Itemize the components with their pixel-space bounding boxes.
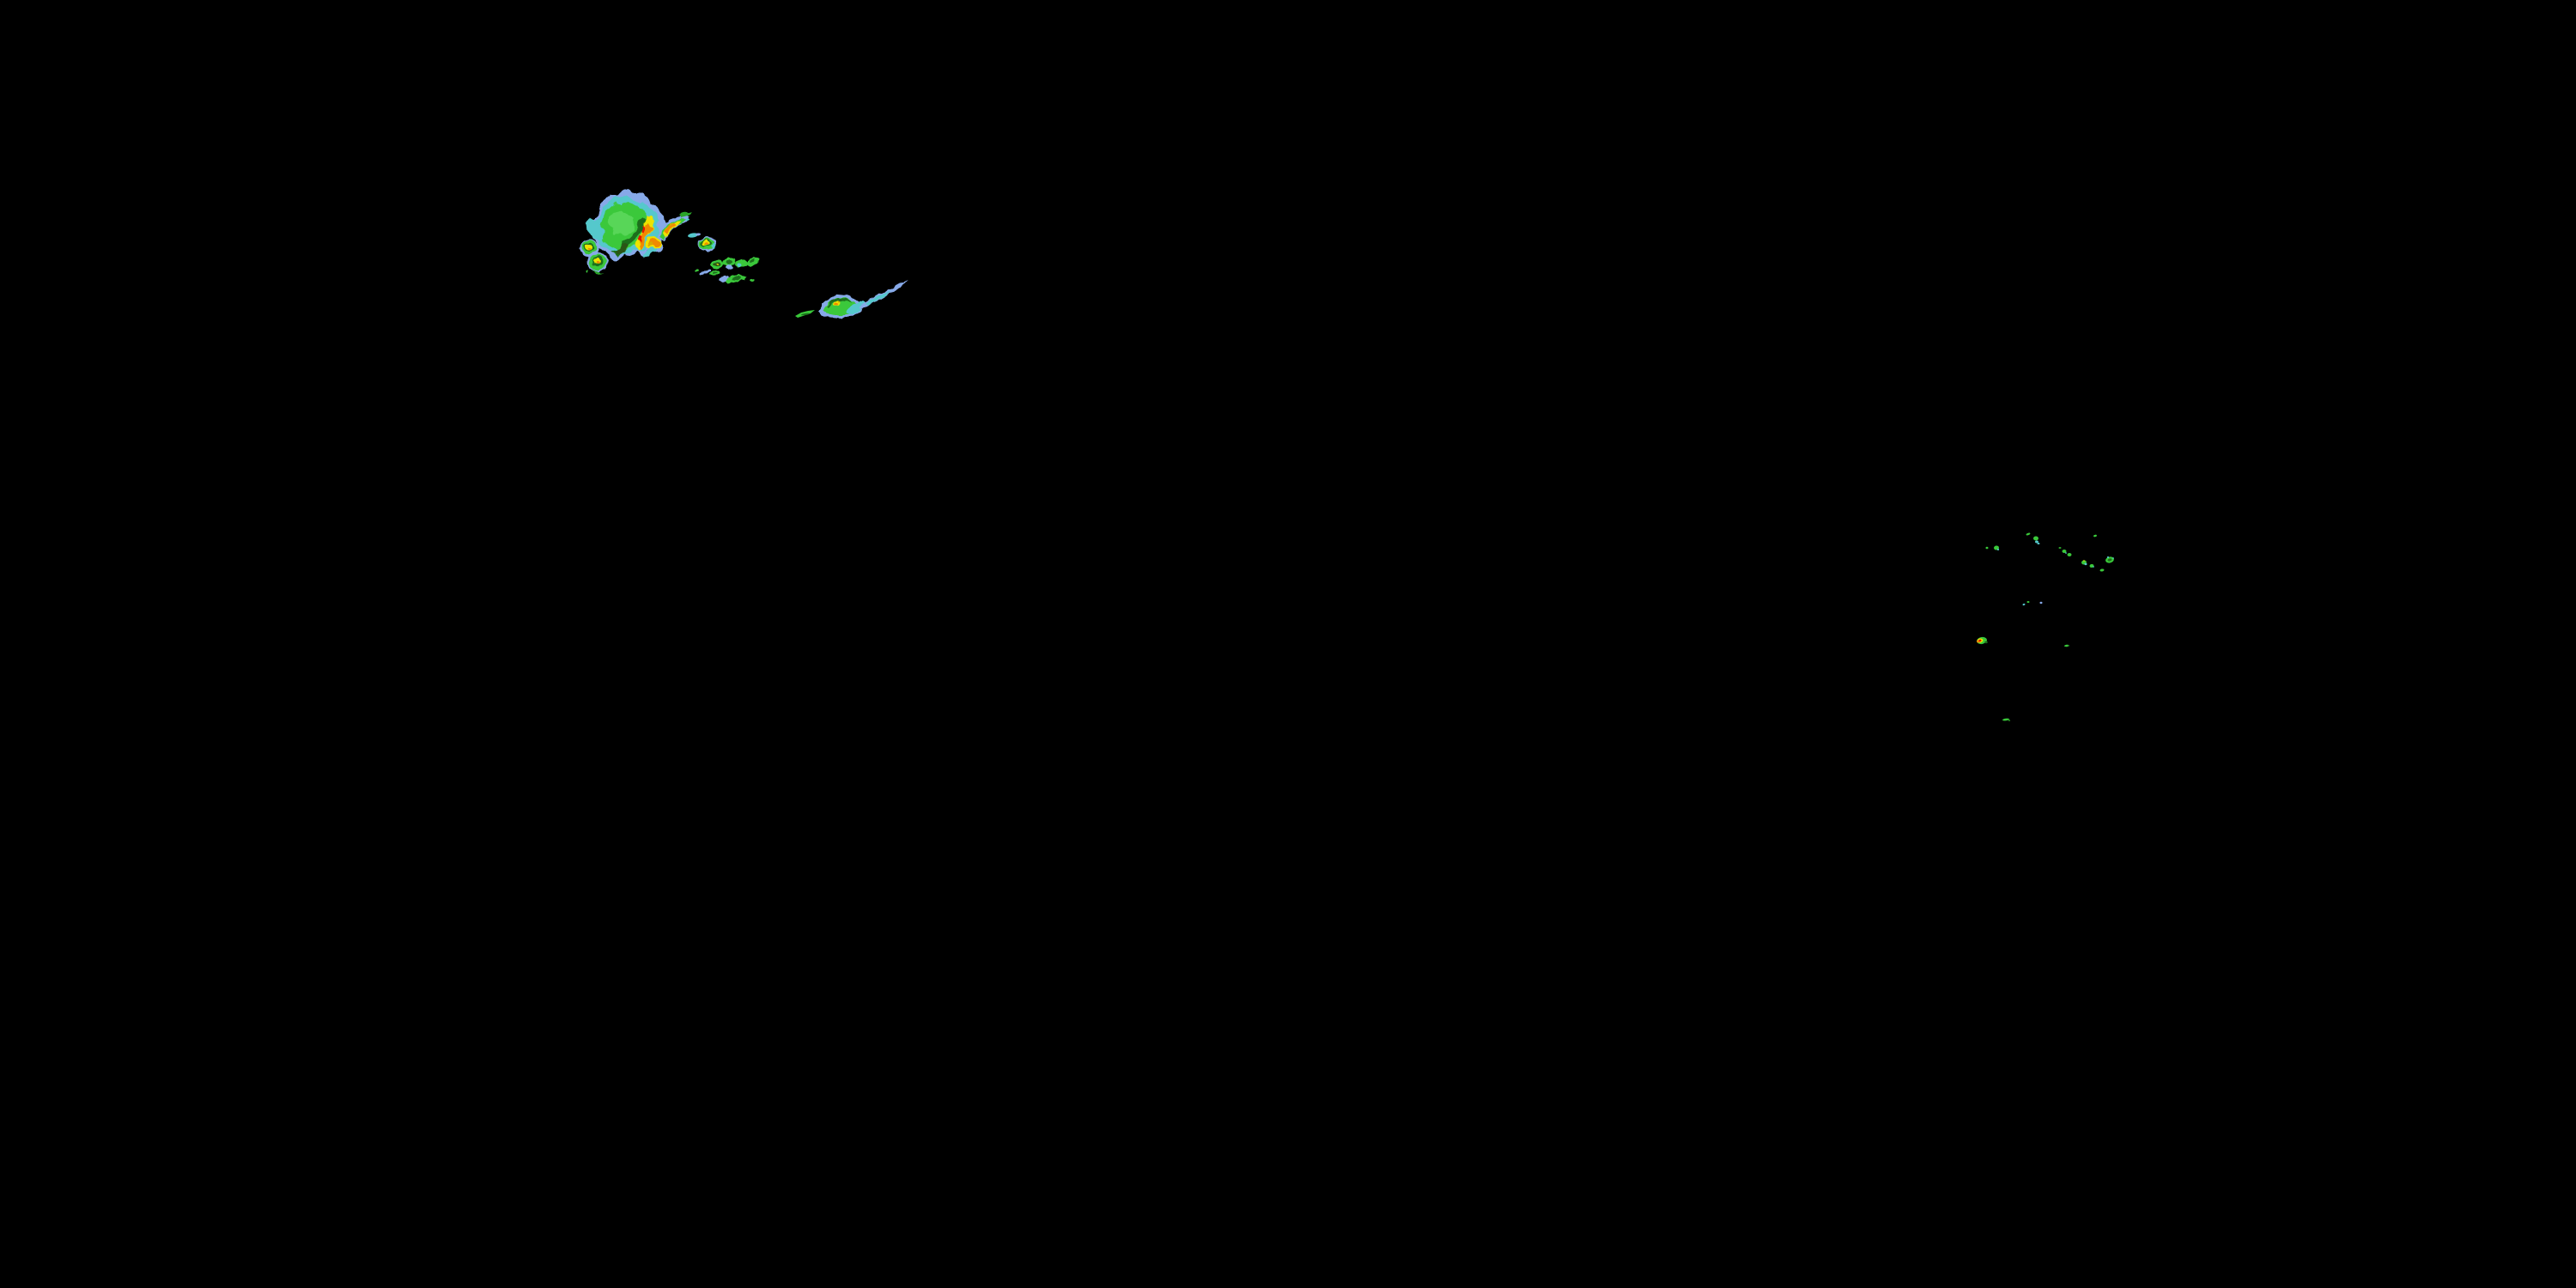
reflectivity-teal-layer [1996, 549, 2000, 550]
echo-southwest-cell-a [580, 239, 598, 258]
reflectivity-green-layer [694, 269, 699, 272]
reflectivity-green_med-layer [592, 270, 603, 275]
reflectivity-green-layer [2062, 550, 2067, 553]
echo-right-dot-9-large [2105, 556, 2114, 563]
reflectivity-blue-layer [699, 270, 710, 275]
echo-southwest-cell-b [586, 252, 608, 275]
reflectivity-green_dark-layer [801, 313, 810, 316]
reflectivity-orange-layer [665, 222, 676, 234]
echo-right-dot-7 [2081, 560, 2087, 566]
reflectivity-orange-layer [834, 302, 839, 306]
reflectivity-green_med-layer [2058, 547, 2062, 549]
echo-main-storm-cell [587, 191, 666, 259]
reflectivity-green-layer [1985, 546, 1989, 550]
reflectivity-teal-layer [686, 218, 690, 222]
reflectivity-gold-layer [838, 301, 841, 302]
reflectivity-teal-layer [846, 304, 861, 314]
echo-right-strong-cell [1977, 636, 1988, 645]
reflectivity-gold-layer [668, 223, 671, 227]
echo-thin-sliver [795, 310, 815, 318]
reflectivity-green-layer [735, 259, 747, 268]
reflectivity-blue-layer [2039, 601, 2043, 605]
reflectivity-green_dark-layer [611, 216, 647, 255]
echo-right-dot-3 [2026, 532, 2031, 536]
echo-right-dot-5 [2093, 534, 2097, 538]
echo-mid-cluster-upper-row [711, 257, 759, 270]
reflectivity-orange-layer [705, 242, 708, 246]
echo-right-dot-8 [2089, 563, 2105, 572]
reflectivity-teal-layer [2037, 543, 2040, 544]
reflectivity-green-layer [2099, 568, 2105, 572]
echo-right-specks-middle [2022, 601, 2043, 606]
reflectivity-green_dark-layer [827, 298, 852, 308]
reflectivity-blue-layer [696, 233, 701, 236]
reflectivity-green-layer [750, 278, 754, 282]
reflectivity-green_dark-layer [1984, 641, 1988, 644]
reflectivity-teal-layer [688, 233, 698, 238]
reflectivity-green_dark-layer [713, 271, 718, 275]
reflectivity-red-layer [641, 224, 647, 234]
reflectivity-teal-layer [2084, 562, 2087, 566]
reflectivity-green-layer [2067, 553, 2072, 556]
reflectivity-yellow-layer [715, 264, 719, 265]
reflectivity-green-layer [2093, 534, 2097, 538]
echo-northeast-hook-cell [658, 212, 692, 240]
reflectivity-red-layer [639, 235, 644, 243]
echo-cyan-dash [688, 233, 701, 238]
reflectivity-blue-layer [725, 264, 733, 270]
reflectivity-teal-layer [2065, 552, 2067, 554]
reflectivity-green_dark-layer [732, 276, 742, 281]
reflectivity-teal-layer [644, 247, 658, 258]
reflectivity-teal-layer [587, 219, 605, 241]
reflectivity-teal-layer [2112, 557, 2114, 559]
reflectivity-green-layer [754, 257, 759, 262]
reflectivity-green-layer [2002, 718, 2009, 721]
reflectivity-teal-layer [866, 290, 891, 305]
reflectivity-green_light-layer [606, 210, 634, 237]
reflectivity-teal-layer [2106, 556, 2110, 558]
reflectivity-green_med-layer [679, 212, 692, 217]
echo-right-dash-bottom [2002, 718, 2011, 721]
reflectivity-olive-layer [614, 245, 629, 253]
reflectivity-teal-layer [2022, 603, 2026, 606]
echo-mid-cluster-lower-row [694, 269, 754, 283]
reflectivity-green-layer [2033, 536, 2038, 541]
reflectivity-gold-layer [651, 244, 654, 247]
echo-groups-root [580, 191, 2114, 721]
reflectivity-green-layer [2026, 532, 2031, 536]
echo-cyan-tail [859, 280, 908, 309]
reflectivity-teal-layer [2035, 540, 2038, 544]
reflectivity-green_dark-layer [2068, 645, 2069, 647]
reflectivity-teal-layer [737, 263, 742, 268]
reflectivity-green_dark-layer [749, 258, 756, 264]
reflectivity-green_med-layer [2008, 720, 2011, 721]
echo-right-dot-6 [2058, 547, 2072, 556]
reflectivity-blue-layer [894, 280, 908, 289]
reflectivity-yellow-layer [2083, 560, 2085, 562]
echo-small-cell-east [698, 236, 717, 252]
reflectivity-green-layer [2026, 601, 2030, 603]
reflectivity-orange-layer [588, 246, 592, 250]
reflectivity-green-layer [586, 270, 589, 273]
echo-right-dot-1 [1985, 546, 1989, 550]
reflectivity-teal-layer [2093, 566, 2094, 568]
reflectivity-green_dark-layer [726, 259, 732, 264]
echo-right-dash-south [2064, 644, 2069, 647]
reflectivity-orange-layer [595, 261, 600, 264]
reflectivity-teal-layer [711, 242, 716, 249]
reflectivity-red-layer [1978, 639, 1982, 642]
echo-right-dot-2 [1994, 545, 2000, 550]
reflectivity-green_dark-layer [2107, 558, 2112, 562]
echo-right-dot-4 [2033, 536, 2040, 544]
